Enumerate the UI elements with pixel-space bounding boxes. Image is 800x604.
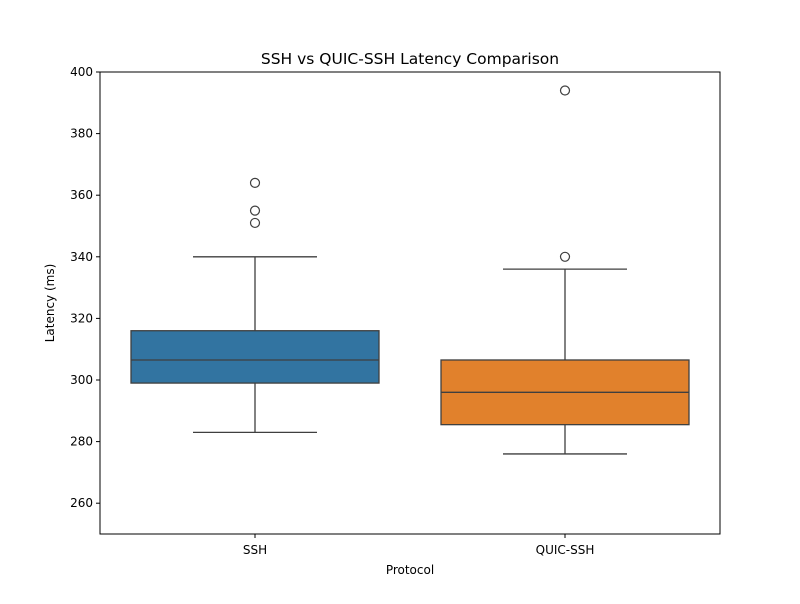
iqr-box	[130, 330, 380, 384]
x-tick-label: SSH	[243, 543, 267, 557]
outlier-point	[249, 217, 261, 229]
box-ssh	[130, 177, 380, 434]
y-tick-label: 360	[70, 188, 93, 202]
y-axis-title: Latency (ms)	[43, 264, 57, 343]
outlier-point	[249, 205, 261, 216]
plot-area-frame	[99, 71, 721, 535]
x-axis: SSH QUIC-SSH	[243, 534, 595, 557]
outlier-point	[559, 251, 571, 262]
outlier-point	[559, 85, 571, 96]
box-series	[130, 85, 690, 455]
x-tick-label: QUIC-SSH	[536, 543, 595, 557]
y-tick-label: 280	[70, 435, 93, 449]
x-axis-title: Protocol	[386, 563, 434, 577]
y-tick-label: 380	[70, 127, 93, 141]
y-axis: 260 280 300 320 340 360 380 400	[70, 65, 100, 510]
y-tick-label: 400	[70, 65, 93, 79]
y-tick-label: 300	[70, 373, 93, 387]
outlier-point	[249, 177, 261, 188]
y-tick-label: 260	[70, 496, 93, 510]
y-tick-label: 340	[70, 250, 93, 264]
chart-title: SSH vs QUIC-SSH Latency Comparison	[261, 50, 559, 68]
box-quic-ssh	[440, 85, 690, 455]
y-tick-label: 320	[70, 311, 93, 325]
